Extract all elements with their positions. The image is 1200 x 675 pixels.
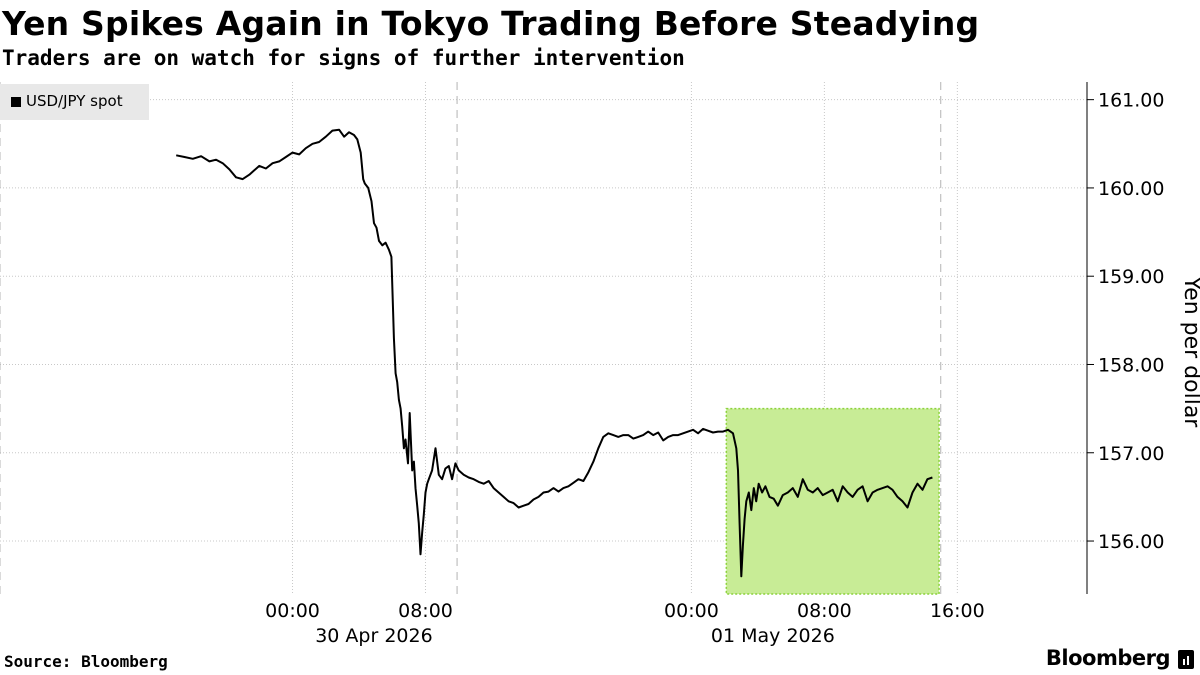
x-tick-label-1: 08:00 (398, 600, 453, 622)
intervention-highlight (725, 407, 940, 595)
y-tick-label-5: 156.00 (1098, 531, 1164, 553)
x-tick-label-3: 08:00 (797, 600, 852, 622)
y-tick-label-2: 159.00 (1098, 266, 1164, 288)
brand-logo-text: Bloomberg (1045, 646, 1171, 670)
bloomberg-terminal-icon (1178, 650, 1194, 669)
x-date-label-0: 30 Apr 2026 (315, 625, 432, 647)
series-line-0 (175, 128, 933, 578)
x-tick-label-4: 16:00 (930, 600, 985, 622)
y-tick-label-4: 157.00 (1098, 443, 1164, 465)
y-axis-title: Yen per dollar (1179, 276, 1200, 429)
x-date-label-1: 01 May 2026 (711, 625, 835, 647)
highlight-layer (725, 407, 940, 595)
chart-title: Yen Spikes Again in Tokyo Trading Before… (2, 4, 980, 43)
y-tick-label-1: 160.00 (1098, 178, 1164, 200)
axis-layer: 161.00 160.00 159.00 158.00 157.00 156.00 Yen … (265, 82, 1200, 647)
x-tick-label-0: 00:00 (265, 600, 320, 622)
legend: USD/JPY spot (0, 84, 149, 120)
grid-layer (0, 82, 1087, 594)
x-tick-label-2: 00:00 (664, 600, 719, 622)
legend-label: USD/JPY spot (26, 92, 123, 110)
chart-subtitle: Traders are on watch for signs of furthe… (2, 46, 685, 70)
y-tick-label-3: 158.00 (1098, 354, 1164, 376)
source-note: Source: Bloomberg (4, 652, 168, 671)
legend-swatch (11, 97, 21, 107)
y-tick-label-0: 161.00 (1098, 90, 1164, 112)
series-layer (175, 128, 933, 578)
